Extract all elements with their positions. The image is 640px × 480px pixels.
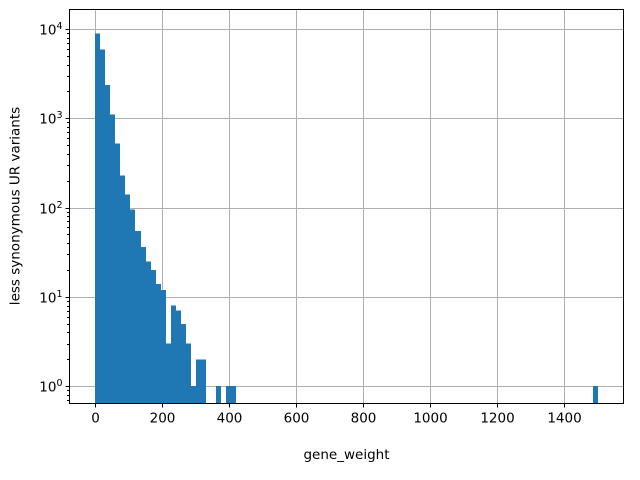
y-tick-label: 101: [39, 289, 62, 307]
y-tick-label: 103: [39, 110, 62, 128]
x-tick-label: 0: [91, 411, 100, 427]
y-tick-label: 102: [39, 200, 62, 218]
histogram-bar: [176, 310, 181, 404]
histogram-bar: [135, 230, 141, 404]
histogram-bar: [196, 359, 201, 404]
x-tick-label: 1400: [547, 411, 581, 427]
histogram-bar: [120, 175, 125, 404]
histogram-bar: [216, 386, 221, 404]
histogram-bar: [593, 386, 598, 404]
histogram-bar: [100, 49, 105, 405]
x-tick-label: 800: [351, 411, 377, 427]
histogram-bar: [105, 85, 110, 404]
x-tick-label: 600: [284, 411, 310, 427]
y-tick-label: 104: [39, 21, 62, 39]
histogram-bar: [95, 33, 100, 405]
histogram-bar: [226, 386, 231, 404]
x-tick-label: 1200: [480, 411, 514, 427]
histogram-bar: [181, 323, 186, 404]
x-axis-label: gene_weight: [303, 447, 390, 463]
x-tick-label: 200: [150, 411, 176, 427]
histogram-bar: [191, 386, 196, 404]
histogram-bar: [130, 209, 135, 404]
histogram-bar: [151, 270, 156, 404]
y-tick-label: 100: [39, 378, 62, 396]
histogram-bar: [186, 343, 191, 404]
x-tick-label: 400: [217, 411, 243, 427]
x-tick-label: 1000: [413, 411, 447, 427]
histogram-bar: [201, 359, 206, 404]
histogram-bar: [115, 143, 120, 404]
histogram-bar: [125, 194, 130, 404]
histogram-bar: [141, 247, 146, 404]
histogram-bar: [156, 283, 161, 404]
axes-spines: [69, 9, 624, 404]
histogram-bar: [146, 261, 151, 404]
histogram-bar: [161, 289, 166, 404]
histogram-bar: [171, 305, 176, 404]
histogram-bar: [231, 386, 236, 404]
y-axis-label: less synonymous UR variants: [7, 106, 24, 306]
histogram-bar: [110, 114, 115, 404]
histogram-bar: [166, 343, 171, 404]
